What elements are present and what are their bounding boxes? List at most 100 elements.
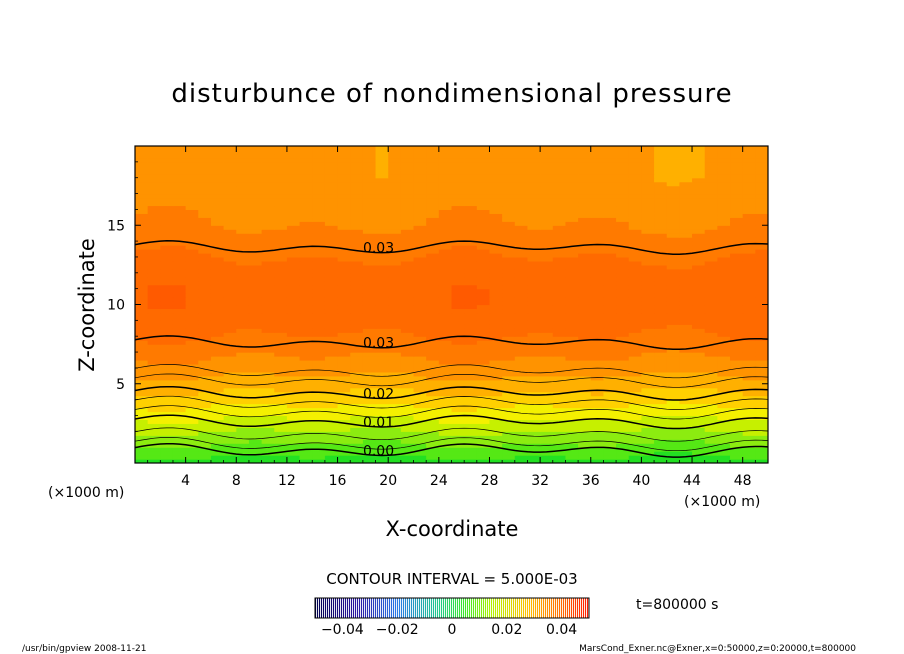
field-cell (514, 352, 529, 357)
field-cell (413, 149, 427, 155)
field-cell (299, 316, 313, 321)
field-cell (464, 201, 478, 207)
field-cell (350, 189, 364, 195)
field-cell (274, 157, 288, 163)
field-cell (426, 169, 440, 175)
field-cell (540, 312, 554, 317)
field-cell (464, 225, 478, 230)
field-cell (654, 455, 668, 460)
colorbar-stripe (481, 598, 483, 618)
field-cell (464, 324, 478, 329)
field-cell (350, 185, 364, 191)
field-cell (476, 332, 491, 337)
field-cell (388, 439, 402, 444)
colorbar-stripe (489, 598, 491, 618)
field-cell (147, 177, 161, 183)
field-cell (578, 197, 592, 203)
field-cell (236, 276, 250, 282)
field-cell (160, 252, 174, 258)
field-cell (286, 439, 301, 444)
field-cell (666, 280, 680, 286)
field-cell (337, 256, 351, 262)
field-cell (451, 443, 465, 448)
field-cell (476, 415, 491, 421)
field-cell (312, 201, 326, 207)
field-cell (198, 264, 212, 270)
field-cell (590, 332, 605, 337)
field-cell (704, 356, 718, 361)
field-cell (185, 391, 199, 397)
field-cell (704, 383, 718, 389)
field-cell (299, 455, 313, 460)
field-cell (502, 213, 516, 218)
field-cell (527, 320, 541, 325)
field-cell (514, 340, 529, 345)
field-cell (261, 328, 275, 333)
field-cell (717, 411, 731, 417)
field-cell (337, 320, 351, 325)
field-cell (489, 435, 503, 440)
field-cell (590, 423, 605, 428)
field-cell (350, 173, 364, 179)
field-cell (451, 260, 465, 266)
field-cell (350, 324, 364, 329)
field-cell (400, 245, 415, 250)
field-cell (730, 256, 744, 262)
field-cell (565, 268, 579, 274)
field-cell (641, 189, 655, 195)
field-cell (438, 205, 453, 210)
field-cell (223, 272, 237, 278)
field-cell (742, 344, 756, 349)
field-cell (375, 363, 389, 369)
field-cell (578, 340, 592, 345)
field-cell (742, 423, 756, 428)
field-cell (198, 407, 212, 413)
field-cell (679, 161, 693, 167)
field-cell (641, 387, 655, 393)
field-cell (666, 419, 680, 424)
field-cell (286, 264, 301, 270)
field-cell (198, 217, 212, 222)
field-cell (590, 233, 605, 238)
field-cell (464, 443, 478, 448)
field-cell (198, 415, 212, 421)
field-cell (692, 288, 706, 294)
field-cell (324, 336, 339, 341)
field-cell (476, 356, 491, 361)
field-cell (388, 371, 402, 377)
field-cell (641, 431, 655, 436)
field-cell (464, 229, 478, 234)
field-cell (312, 296, 326, 302)
field-cell (476, 435, 491, 440)
field-cell (350, 340, 364, 345)
field-cell (654, 177, 668, 183)
field-cell (274, 379, 288, 385)
field-cell (628, 367, 642, 373)
field-cell (464, 237, 478, 242)
field-cell (489, 296, 503, 302)
field-cell (502, 237, 516, 242)
field-cell (135, 284, 149, 290)
field-cell (628, 312, 642, 317)
field-cell (540, 241, 554, 246)
field-cell (388, 419, 402, 424)
field-cell (704, 336, 718, 341)
field-cell (388, 451, 402, 456)
contour-line (135, 385, 768, 401)
field-cell (565, 407, 579, 413)
field-cell (223, 161, 237, 167)
field-cell (261, 340, 275, 345)
field-cell (438, 209, 453, 214)
field-cell (654, 300, 668, 306)
field-cell (514, 407, 529, 413)
field-cell (641, 209, 655, 214)
field-cell (704, 328, 718, 333)
field-cell (552, 260, 567, 266)
colorbar-stripe (341, 598, 343, 618)
field-cell (438, 276, 453, 282)
field-cell (717, 161, 731, 167)
field-cell (248, 431, 263, 436)
field-cell (299, 344, 313, 349)
field-cell (223, 276, 237, 282)
field-cell (540, 447, 554, 452)
